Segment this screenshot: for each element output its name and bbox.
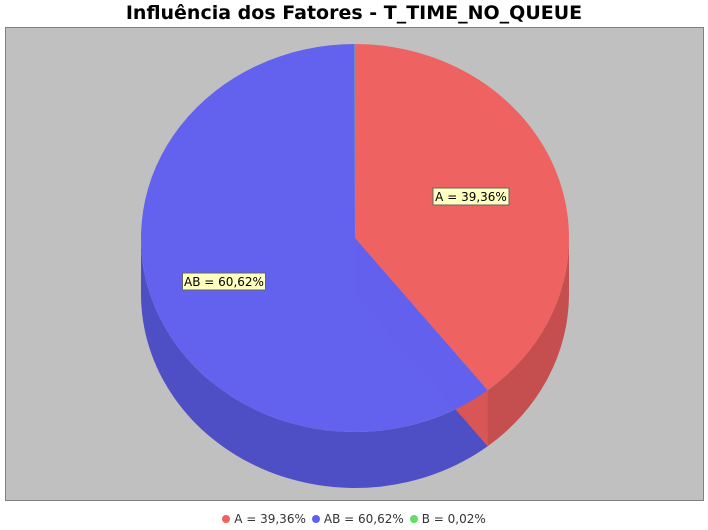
pie-slice-a [355, 44, 569, 391]
legend-item-a: A = 39,36% [222, 512, 306, 526]
legend-label: A = 39,36% [234, 512, 306, 526]
pie-slice-ab [141, 44, 488, 432]
chart-title: Influência dos Fatores - T_TIME_NO_QUEUE [125, 2, 583, 24]
pie-chart: A = 39,36% AB = 60,62% [141, 44, 569, 489]
legend-item-ab: AB = 60,62% [311, 512, 404, 526]
svg-text:AB = 60,62%: AB = 60,62% [184, 275, 264, 289]
legend-label: B = 0,02% [421, 512, 486, 526]
legend-dot-icon [311, 515, 320, 523]
legend: A = 39,36% AB = 60,62% B = 0,02% [0, 510, 708, 528]
legend-label: AB = 60,62% [323, 512, 404, 526]
legend-dot-icon [222, 515, 231, 523]
slice-label-a: A = 39,36% [432, 187, 510, 206]
svg-text:A = 39,36%: A = 39,36% [435, 190, 507, 204]
legend-item-b: B = 0,02% [409, 512, 486, 526]
pie-tops [141, 44, 569, 432]
plot-area: A = 39,36% AB = 60,62% [5, 27, 704, 501]
pie-side-ab [141, 238, 488, 489]
legend-dot-icon [409, 515, 418, 523]
slice-label-ab: AB = 60,62% [182, 272, 266, 291]
pie-side-a [487, 238, 569, 447]
